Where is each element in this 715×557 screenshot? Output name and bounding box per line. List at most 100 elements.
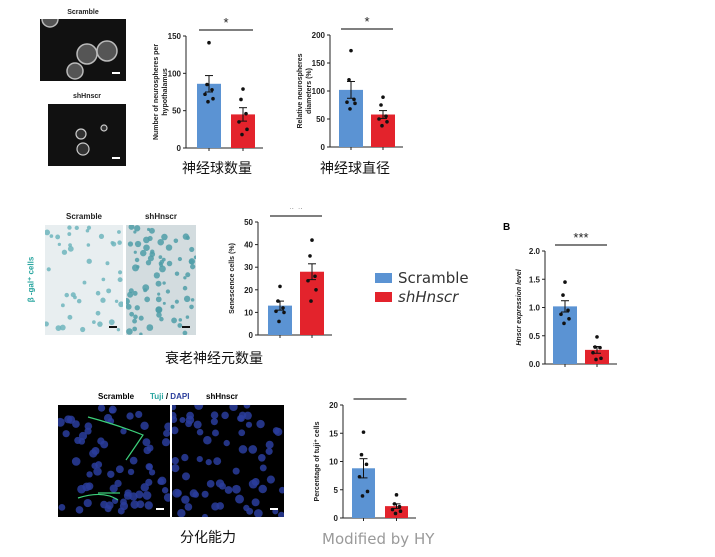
cell <box>100 297 106 303</box>
cell <box>170 304 175 309</box>
cell <box>126 328 133 335</box>
data-point <box>282 310 286 315</box>
neurosphere <box>96 40 118 62</box>
cell <box>265 447 273 455</box>
cell <box>114 479 122 488</box>
y-tick-label: 20 <box>329 401 338 410</box>
cell <box>161 438 170 447</box>
cell <box>203 435 212 445</box>
data-point <box>385 120 389 124</box>
cell <box>223 439 230 447</box>
cell <box>134 240 142 248</box>
cell <box>182 233 190 240</box>
cell <box>245 421 253 428</box>
cell <box>193 420 202 429</box>
data-point <box>314 288 318 292</box>
caption-neurosphere-count: 神经球数量 <box>182 161 252 177</box>
cell <box>46 267 51 272</box>
cell <box>181 453 189 462</box>
y-axis-label: Number of neurospheres per hypothalamus <box>153 44 169 140</box>
cell <box>185 315 190 319</box>
cell <box>55 325 62 331</box>
data-point <box>239 97 243 102</box>
cell <box>179 416 186 423</box>
cell <box>86 225 92 230</box>
data-point <box>359 452 364 457</box>
cell <box>134 225 141 232</box>
cell <box>132 264 140 272</box>
y-tick-label: 10 <box>244 308 253 317</box>
cell <box>190 298 195 302</box>
data-point <box>566 308 570 313</box>
cell <box>140 421 149 431</box>
cell <box>173 238 179 244</box>
cell <box>205 459 212 466</box>
cell <box>145 259 152 266</box>
cell <box>193 255 196 260</box>
cell <box>256 419 265 429</box>
data-point <box>203 92 207 97</box>
cell <box>177 508 186 517</box>
cell <box>128 225 135 230</box>
bar-scramble <box>352 468 375 518</box>
cell <box>120 498 127 506</box>
cell <box>146 324 154 331</box>
cell <box>76 298 82 304</box>
cell <box>238 445 248 454</box>
label-tuji: Tuji <box>150 392 164 401</box>
cell <box>158 255 163 260</box>
cell <box>166 260 173 267</box>
cell <box>172 456 179 465</box>
cell <box>190 264 196 270</box>
cell <box>183 276 187 280</box>
cell <box>67 225 72 230</box>
cell <box>206 479 215 488</box>
cell <box>104 505 112 513</box>
cell <box>129 311 135 317</box>
cell <box>210 418 218 426</box>
cell <box>132 318 137 324</box>
cell <box>156 312 162 318</box>
cell <box>172 426 179 435</box>
data-point <box>277 319 281 324</box>
caption-senescence: 衰老神经元数量 <box>165 351 263 367</box>
bar-shhnscr <box>300 271 324 335</box>
data-point <box>357 474 362 479</box>
bar-scramble <box>197 83 221 148</box>
cell <box>182 472 190 481</box>
cell <box>172 464 180 473</box>
cell <box>143 446 152 455</box>
cell <box>74 225 79 230</box>
cell <box>157 238 164 246</box>
cell <box>251 498 260 507</box>
label-scramble: Scramble <box>98 392 135 401</box>
data-point <box>384 114 388 118</box>
legend: Scramble shHnscr <box>375 268 469 306</box>
cell <box>221 411 229 420</box>
label-shhnscr: shHnscr <box>206 392 239 401</box>
legend-item-shhnscr: shHnscr <box>375 287 469 306</box>
data-point <box>352 97 356 102</box>
cell <box>86 471 93 478</box>
data-point <box>595 335 599 339</box>
cell <box>144 296 151 303</box>
cell <box>55 234 61 240</box>
neurosphere <box>100 124 108 132</box>
data-point <box>393 511 398 516</box>
y-axis-label: Relative neurospheres diameters (%) <box>297 53 313 128</box>
cell <box>126 412 134 420</box>
data-point <box>377 117 381 121</box>
cell <box>101 277 106 282</box>
cell <box>162 301 166 305</box>
data-point <box>593 345 597 349</box>
neurosphere <box>66 62 84 80</box>
beta-gal-image-scramble <box>45 225 123 335</box>
cell <box>126 303 132 310</box>
cell <box>77 484 86 494</box>
cell <box>232 467 240 475</box>
cell <box>165 244 173 251</box>
y-tick-label: 100 <box>168 69 182 78</box>
data-point <box>349 48 353 53</box>
y-tick-label: 100 <box>312 87 326 96</box>
data-point <box>397 504 402 509</box>
